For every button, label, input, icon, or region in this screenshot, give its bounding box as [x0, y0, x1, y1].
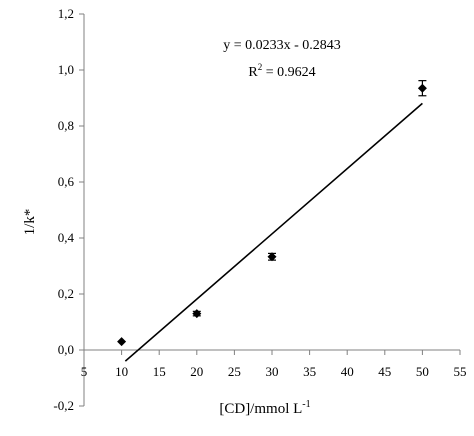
data-point — [192, 309, 202, 319]
x-tick-label: 20 — [190, 364, 203, 379]
y-tick-label: 0,4 — [58, 230, 75, 245]
tick-labels: -0,2 0,0 0,2 0,4 0,6 0,8 1,0 1,2 5 10 15 20 25 30 35 40… — [53, 6, 466, 413]
data-points — [117, 80, 427, 347]
x-axis-title: [CD]/mmol L-1 — [219, 399, 310, 417]
x-tick-label: 40 — [341, 364, 354, 379]
y-tick-label: 0,6 — [58, 174, 75, 189]
x-axis-title-superscript: -1 — [302, 399, 310, 410]
x-tick-label: 45 — [378, 364, 391, 379]
r-squared-value: = 0.9624 — [262, 65, 315, 80]
r-squared-label: R2 = 0.9624 — [248, 62, 315, 80]
axes — [79, 13, 461, 407]
data-point — [117, 337, 127, 347]
x-tick-label: 25 — [228, 364, 241, 379]
x-axis-title-text: [CD]/mmol L — [219, 401, 302, 417]
x-tick-label: 30 — [266, 364, 279, 379]
trendline-path — [124, 102, 423, 362]
trendline-equation: y = 0.0233x - 0.2843 — [223, 38, 341, 53]
data-point — [417, 83, 427, 93]
y-tick-label: 1,0 — [58, 62, 74, 77]
trendline — [124, 102, 423, 362]
r-squared-superscript: 2 — [258, 62, 263, 72]
y-tick-label: 0,0 — [58, 342, 74, 357]
y-axis-title: 1/k* — [22, 209, 38, 236]
x-tick-label: 55 — [454, 364, 467, 379]
y-tick-label: 0,8 — [58, 118, 74, 133]
x-tick-label: 15 — [153, 364, 166, 379]
r-squared-prefix: R — [248, 65, 258, 80]
x-tick-label: 50 — [416, 364, 429, 379]
y-tick-label: 0,2 — [58, 286, 74, 301]
x-tick-label: 5 — [81, 364, 88, 379]
data-point — [267, 252, 277, 262]
y-tick-label: -0,2 — [53, 398, 74, 413]
x-tick-label: 35 — [303, 364, 316, 379]
y-tick-label: 1,2 — [58, 6, 74, 21]
x-tick-label: 10 — [115, 364, 128, 379]
